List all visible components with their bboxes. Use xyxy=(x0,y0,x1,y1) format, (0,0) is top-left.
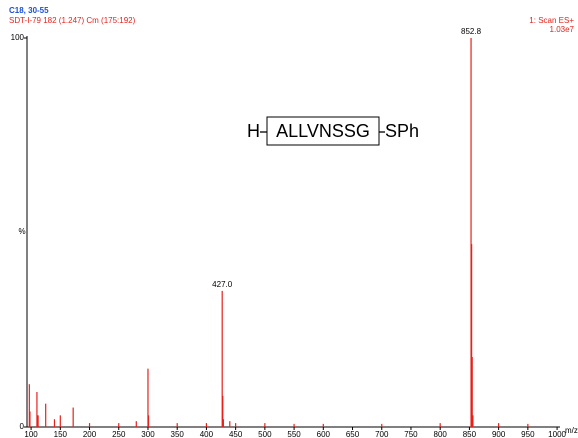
chart-title: C18, 30-55 xyxy=(9,6,49,15)
x-tick-label: 700 xyxy=(375,430,389,438)
x-tick-label: 800 xyxy=(434,430,448,438)
structure-core: ALLVNSSG xyxy=(276,121,370,141)
x-tick-label: 850 xyxy=(463,430,477,438)
x-tick-label: 250 xyxy=(112,430,126,438)
x-tick-label: 300 xyxy=(141,430,155,438)
peak-label: 427.0 xyxy=(212,280,233,289)
y-axis-label: % xyxy=(18,227,25,236)
core-box xyxy=(266,116,380,146)
x-tick-label: 750 xyxy=(404,430,418,438)
x-tick-label: 450 xyxy=(229,430,243,438)
y-tick-label: 100 xyxy=(11,33,25,42)
structure-suffix: SPh xyxy=(385,121,419,141)
x-tick-label: 600 xyxy=(317,430,331,438)
peak-label: 852.8 xyxy=(461,27,482,36)
structure: H ALLVNSSG SPh xyxy=(247,116,419,146)
x-tick-label: 150 xyxy=(54,430,68,438)
x-tick-label: 100 xyxy=(24,430,38,438)
x-tick-label: 1000 xyxy=(548,430,566,438)
chart-subtitle: SDT-I-79 182 (1.247) Cm (175:192) xyxy=(9,16,136,25)
y-tick-label: 0 xyxy=(20,422,25,431)
x-axis-label: m/z xyxy=(565,426,578,435)
x-tick-label: 400 xyxy=(200,430,214,438)
x-tick-label: 550 xyxy=(287,430,301,438)
scan-label: 1: Scan ES+ xyxy=(529,16,574,25)
x-tick-label: 200 xyxy=(83,430,97,438)
x-tick-label: 500 xyxy=(258,430,272,438)
intensity-label: 1.03e7 xyxy=(550,25,575,34)
x-tick-label: 650 xyxy=(346,430,360,438)
x-tick-label: 950 xyxy=(521,430,535,438)
x-tick-label: 900 xyxy=(492,430,506,438)
structure-prefix: H xyxy=(247,121,260,141)
x-tick-label: 350 xyxy=(171,430,185,438)
